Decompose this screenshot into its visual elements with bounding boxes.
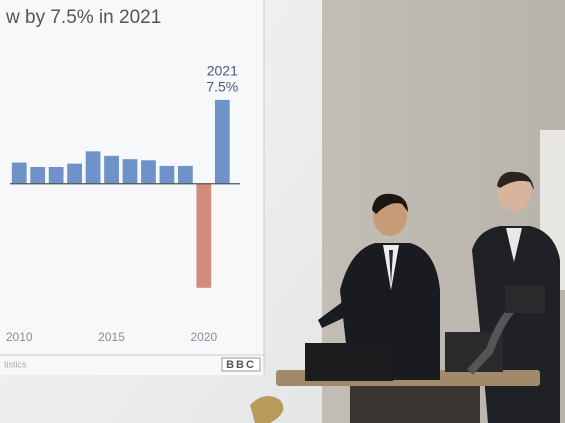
bar [196, 184, 211, 288]
table-front [350, 386, 480, 423]
bar [12, 163, 27, 184]
annotation: 2021 [207, 63, 238, 79]
x-tick-label: 2020 [190, 330, 217, 344]
lectern [305, 343, 393, 381]
bar [215, 100, 230, 184]
bar [123, 159, 138, 184]
data-label: 7.5% [206, 79, 238, 95]
chart-title: w by 7.5% in 2021 [5, 7, 161, 28]
chart-panel [0, 0, 264, 375]
bar [104, 156, 119, 184]
bar [141, 160, 156, 183]
bar [178, 166, 193, 184]
logo: BBC [226, 359, 256, 371]
bar [86, 151, 101, 183]
source-text: tistics [4, 359, 27, 369]
x-tick-label: 2015 [98, 330, 125, 344]
lamp-head [505, 285, 545, 313]
bar [49, 167, 64, 184]
bar [30, 167, 45, 184]
x-tick-label: 2010 [6, 330, 33, 344]
photo: w by 7.5% in 2021 tistics BBC 2010 2015 20… [0, 0, 565, 423]
bar [67, 164, 82, 184]
bar [160, 166, 175, 184]
